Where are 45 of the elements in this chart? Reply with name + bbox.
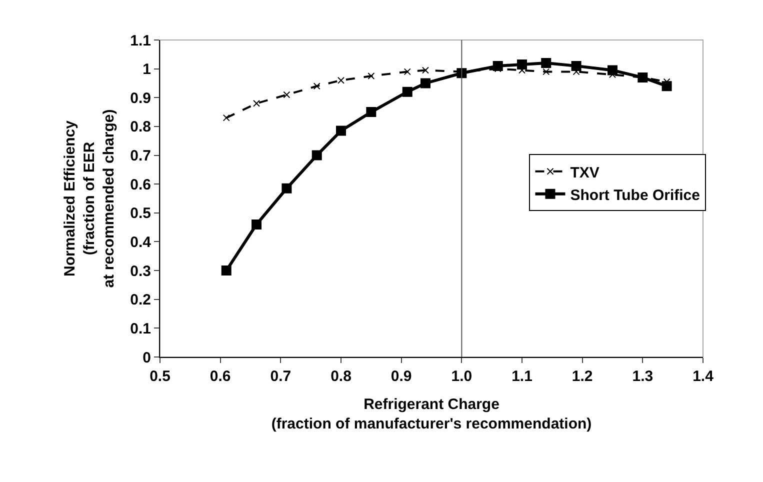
point <box>402 86 412 97</box>
point <box>541 58 552 68</box>
x-tick-label: 1.1 <box>512 368 532 385</box>
x-tick-label: 1.3 <box>632 368 654 385</box>
point <box>312 150 322 160</box>
point <box>253 100 260 107</box>
point <box>336 126 346 136</box>
y-axis-title: Normalized Efficiency (fraction of EER at recommended charge) <box>61 109 118 288</box>
point <box>517 60 527 70</box>
point <box>252 219 262 230</box>
point <box>366 107 376 118</box>
y-tick-label: 0.1 <box>130 320 151 338</box>
y-tick-label: 0.2 <box>130 292 151 309</box>
x-tick-label: 0.7 <box>270 368 292 385</box>
y-tick-label: 0.9 <box>130 90 151 107</box>
point <box>222 114 230 122</box>
point <box>542 68 550 76</box>
point <box>571 60 582 71</box>
legend-label: TXV <box>570 164 600 182</box>
y-tick-label: 0 <box>142 349 151 366</box>
y-tick-label: 0.7 <box>130 148 151 165</box>
x-tick-label: 0.6 <box>210 368 231 385</box>
x-tick-label: 1.4 <box>692 368 714 385</box>
point <box>338 76 344 84</box>
x-tick-label: 0.8 <box>330 368 352 385</box>
point <box>282 183 292 194</box>
point <box>313 82 320 90</box>
point <box>221 266 232 276</box>
x-tick-label: 0.9 <box>390 368 412 385</box>
point <box>283 91 290 98</box>
point <box>422 66 429 74</box>
y-tick-label: 1 <box>142 61 151 78</box>
point <box>404 68 411 76</box>
legend-label: Short Tube Orifice <box>570 186 700 204</box>
y-tick-label: 0.6 <box>130 176 151 194</box>
x-tick-label: 1.0 <box>451 368 472 385</box>
y-tick-label: 0.3 <box>130 262 151 280</box>
y-tick-label: 0.8 <box>130 118 151 136</box>
x-tick-label: 1.2 <box>572 368 593 385</box>
x-axis-title: Refrigerant Charge (fraction of manufacturer's recommendation) <box>271 396 592 432</box>
y-tick-label: 1.1 <box>130 32 151 50</box>
point <box>420 78 430 88</box>
point <box>368 72 375 80</box>
y-tick-label: 0.5 <box>130 205 151 222</box>
y-tick-label: 0.4 <box>130 234 152 251</box>
